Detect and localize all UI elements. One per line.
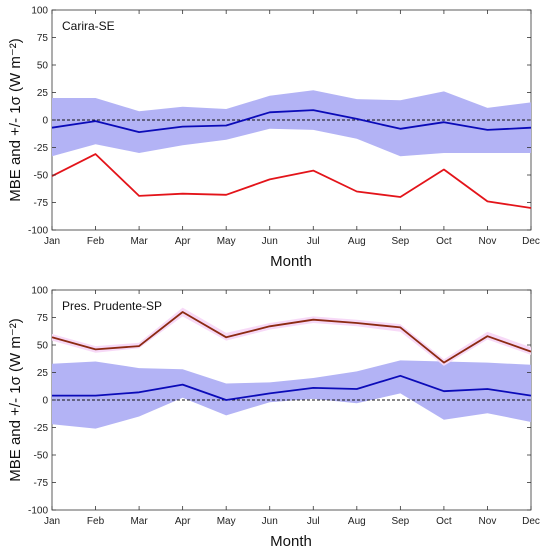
x-tick-label: Mar xyxy=(130,516,148,527)
y-tick-label: 75 xyxy=(37,313,49,324)
x-tick-label: Mar xyxy=(130,236,148,247)
x-tick-label: Jun xyxy=(262,516,278,527)
x-tick-label: Oct xyxy=(436,516,452,527)
y-tick-label: -100 xyxy=(28,506,48,517)
y-tick-label: -25 xyxy=(34,423,49,434)
panel-title: Pres. Prudente-SP xyxy=(62,299,162,313)
x-tick-label: Feb xyxy=(87,236,105,247)
y-tick-label: -25 xyxy=(34,143,49,154)
x-tick-label: Apr xyxy=(175,516,191,527)
y-tick-label: 25 xyxy=(37,88,49,99)
y-tick-label: 50 xyxy=(37,61,49,72)
x-tick-label: Jan xyxy=(44,516,60,527)
x-tick-label: Jul xyxy=(307,236,320,247)
x-tick-label: Apr xyxy=(175,236,191,247)
y-tick-label: -50 xyxy=(34,451,49,462)
x-tick-label: Jul xyxy=(307,516,320,527)
x-tick-label: Jan xyxy=(44,236,60,247)
y-tick-label: 100 xyxy=(31,286,48,297)
x-axis-label: Month xyxy=(270,253,312,270)
y-tick-label: 25 xyxy=(37,368,49,379)
mbe-line xyxy=(51,153,532,209)
x-tick-label: Jun xyxy=(262,236,278,247)
x-tick-label: Sep xyxy=(391,236,409,247)
panel-pres-prudente: -100 -75 -50 -25 0 25 50 75 100 Jan Feb Mar Apr May Ju… xyxy=(7,286,540,550)
y-tick-label: 0 xyxy=(42,396,48,407)
y-axis-label: MBE and +/- 1σ (W m⁻²) xyxy=(7,318,24,481)
x-tick-label: Dec xyxy=(522,516,540,527)
y-tick-label: 75 xyxy=(37,33,49,44)
std-band xyxy=(52,360,531,429)
x-tick-label: Aug xyxy=(348,516,366,527)
x-tick-label: Oct xyxy=(436,236,452,247)
std-band xyxy=(52,90,531,157)
mbe-line xyxy=(51,109,532,134)
x-tick-label: Dec xyxy=(522,236,540,247)
x-tick-label: May xyxy=(217,516,236,527)
x-tick-label: Sep xyxy=(391,516,409,527)
panel-title: Carira-SE xyxy=(62,19,115,33)
y-tick-label: -50 xyxy=(34,171,49,182)
mbe-line xyxy=(52,374,532,401)
y-tick-label: -100 xyxy=(28,226,48,237)
x-tick-label: Nov xyxy=(479,236,497,247)
x-tick-label: Aug xyxy=(348,236,366,247)
x-tick-label: Feb xyxy=(87,516,105,527)
x-tick-label: May xyxy=(217,236,236,247)
panel-carira: -100 -75 -50 -25 0 25 50 75 100 Jan Feb Mar Apr May Ju… xyxy=(7,6,540,271)
x-tick-label: Nov xyxy=(479,516,497,527)
y-tick-label: 0 xyxy=(42,116,48,127)
y-tick-label: -75 xyxy=(34,198,49,209)
y-tick-label: 100 xyxy=(31,6,48,17)
std-band xyxy=(52,307,531,366)
y-tick-label: 50 xyxy=(37,341,49,352)
y-tick-label: -75 xyxy=(34,478,49,489)
x-axis-label: Month xyxy=(270,533,312,550)
mbe-line xyxy=(51,311,532,364)
y-axis-label: MBE and +/- 1σ (W m⁻²) xyxy=(7,38,24,201)
